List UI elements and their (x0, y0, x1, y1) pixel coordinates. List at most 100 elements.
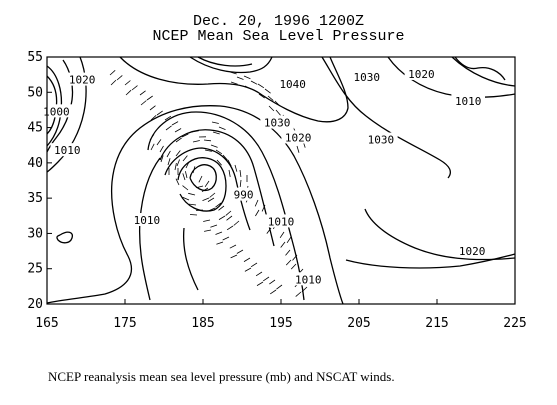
wind-vector (236, 76, 244, 80)
wind-vector (290, 263, 297, 270)
wind-vector (216, 159, 222, 166)
contour-label: 1010 (268, 215, 295, 228)
isobar-line (387, 56, 516, 99)
contour-label-bg (65, 72, 99, 86)
wind-vector (140, 100, 147, 106)
contour-label: 1030 (368, 134, 395, 147)
wind-vector (215, 231, 223, 235)
wind-vector (125, 89, 132, 96)
wind-vector (139, 90, 146, 96)
wind-vector (243, 257, 251, 262)
contour-label: 1020 (285, 131, 312, 144)
wind-vector (250, 80, 258, 85)
wind-vector (150, 143, 155, 151)
wind-vector (204, 180, 210, 188)
wind-vector (204, 149, 212, 152)
wind-vector (230, 254, 238, 259)
x-tick-label: 215 (425, 316, 448, 331)
contour-label: 1020 (408, 68, 435, 81)
isobar-line (138, 157, 161, 301)
x-axis-ticks: 165 175 185 195 205 215 225 (35, 299, 527, 331)
wind-vector (165, 125, 172, 131)
wind-vector (222, 236, 230, 241)
wind-vector (202, 197, 210, 201)
y-tick-label: 30 (27, 226, 43, 241)
contour-label-bg (130, 213, 164, 227)
y-tick-label: 45 (27, 121, 43, 136)
wind-vector (275, 109, 281, 116)
wind-vector (229, 244, 237, 249)
wind-vector (176, 159, 180, 167)
wind-vector (167, 158, 171, 166)
wind-vector (227, 159, 232, 167)
wind-vector (296, 145, 300, 153)
wind-vector (175, 137, 182, 143)
y-tick-label: 50 (27, 85, 43, 100)
contour-label-bg (404, 66, 439, 80)
wind-vector (175, 150, 181, 157)
isobar-line (451, 56, 516, 87)
wind-vector (226, 225, 234, 231)
isobar-contours (46, 56, 516, 305)
wind-vector (215, 149, 223, 155)
contour-label-bg (39, 104, 74, 118)
wind-vector (285, 259, 292, 266)
isobar-line (345, 253, 516, 269)
wind-vector (268, 105, 275, 112)
contour-label: 990 (234, 189, 254, 202)
wind-vector (160, 155, 164, 163)
x-tick-label: 195 (269, 316, 292, 331)
isobar-line (164, 147, 251, 231)
wind-vector (185, 161, 190, 169)
wind-vector (218, 215, 226, 220)
wind-vector (254, 199, 259, 207)
chart-title: Dec. 20, 1996 1200Z (192, 13, 365, 30)
wind-vector (276, 284, 283, 290)
contour-label-bg (364, 132, 398, 146)
wind-vector (149, 134, 155, 141)
wind-vector (164, 115, 172, 121)
wind-vector (131, 85, 138, 91)
isobar-line (321, 56, 451, 179)
contour-label-bg (50, 143, 85, 157)
wind-vector (156, 139, 162, 146)
y-tick-label: 20 (27, 297, 43, 312)
isobar-line (182, 227, 199, 291)
wind-vector (174, 128, 182, 133)
wind-vector (188, 192, 196, 196)
wind-vector (256, 281, 264, 286)
wind-vector (203, 139, 212, 142)
wind-vector (244, 267, 252, 272)
wind-vector (274, 100, 281, 107)
wind-vector (150, 115, 157, 121)
x-tick-label: 175 (113, 316, 136, 331)
contour-label: 1010 (455, 95, 482, 108)
isobar-line (46, 105, 344, 305)
wind-vector (216, 241, 224, 245)
contour-label: 1010 (134, 214, 161, 227)
wind-vector (244, 85, 252, 90)
wind-vector (189, 214, 198, 216)
wind-vector (182, 196, 190, 201)
wind-vector (215, 202, 222, 208)
wind-vector (257, 83, 265, 89)
wind-vector (156, 110, 163, 116)
x-tick-label: 205 (347, 316, 370, 331)
wind-vector (262, 276, 270, 282)
wind-vector (171, 121, 179, 126)
chart-subtitle: NCEP Mean Sea Level Pressure (152, 28, 405, 45)
wind-vector (209, 192, 216, 198)
y-tick-label: 40 (27, 156, 43, 171)
y-axis-ticks: 20 25 30 35 40 45 50 55 (27, 50, 52, 312)
wind-vector (261, 204, 266, 212)
wind-vector (210, 144, 218, 148)
x-tick-label: 185 (191, 316, 214, 331)
wind-vector (239, 179, 242, 187)
isobar-line (197, 56, 253, 67)
wind-vector (208, 207, 216, 212)
wind-vector (255, 209, 260, 217)
contour-label-bg (264, 214, 298, 228)
contour-label-bg (455, 244, 489, 258)
wind-vector (264, 88, 271, 94)
